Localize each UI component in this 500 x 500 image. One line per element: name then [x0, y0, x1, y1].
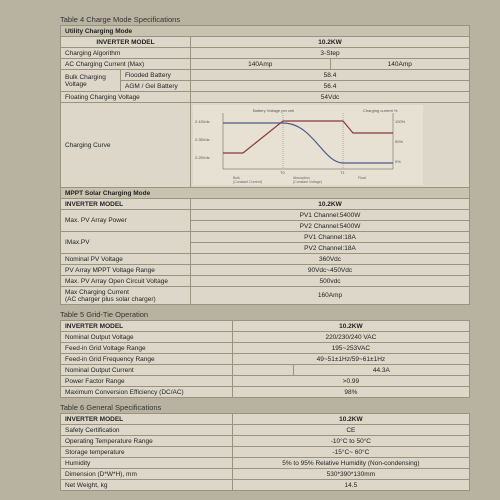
svg-text:2.25Vdc: 2.25Vdc	[195, 155, 210, 160]
maxp-v2: PV2 Channel:5400W	[191, 221, 470, 232]
table-row-k: Power Factor Range	[61, 376, 233, 387]
maxc-k-main: Max Charging Current	[65, 289, 129, 296]
table4: Utility Charging Mode INVERTER MODEL 10.…	[60, 25, 470, 305]
table6-title: Table 6 General Specifications	[60, 403, 470, 412]
table-row-k: Feed-in Grid Frequency Range	[61, 354, 233, 365]
svg-text:(Constant Voltage): (Constant Voltage)	[293, 180, 322, 184]
imax-v2: PV2 Channel:18A	[191, 243, 470, 254]
table-row-v: -10°C to 50°C	[232, 436, 469, 447]
table-row-k: Humidity	[61, 458, 233, 469]
charging-curve-chart: Battery Voltage per cell Charging current…	[191, 103, 470, 188]
row-ac-v1: 140Amp	[191, 59, 331, 70]
table-row-k: Feed-in Grid Voltage Range	[61, 343, 233, 354]
voc-v: 500vdc	[191, 276, 470, 287]
table-row-k: Nominal Output Current	[61, 365, 233, 376]
svg-text:0%: 0%	[395, 159, 401, 164]
t5-model-val: 10.2KW	[232, 321, 469, 332]
svg-text:2.43Vdc: 2.43Vdc	[195, 119, 210, 124]
bulk-sub1: Flooded Battery	[121, 70, 191, 81]
svg-text:50%: 50%	[395, 139, 403, 144]
table-row-v: 220/230/240 VAC	[232, 332, 469, 343]
svg-text:100%: 100%	[395, 119, 406, 124]
table-row-k: Net Weight, kg	[61, 480, 233, 491]
svg-text:Battery Voltage per cell: Battery Voltage per cell	[253, 108, 294, 113]
nom-k: Nominal PV Voltage	[61, 254, 191, 265]
bulk-lbl: Bulk Charging	[65, 74, 106, 81]
bulk-v2: 56.4	[191, 81, 470, 92]
table-row-k: Maximum Conversion Efficiency (DC/AC)	[61, 387, 233, 398]
table-row-v: 5% to 95% Relative Humidity (Non-condens…	[232, 458, 469, 469]
bulk-v1: 58.4	[191, 70, 470, 81]
table-row-v	[232, 365, 293, 376]
row-bulk-k: Bulk Charging Voltage	[61, 70, 121, 92]
svg-text:Charging current %: Charging current %	[363, 108, 398, 113]
voc-k: Max. PV Array Open Circuit Voltage	[61, 276, 191, 287]
imax-v1: PV1 Channel:18A	[191, 232, 470, 243]
t6-hdr-model: INVERTER MODEL	[61, 414, 233, 425]
model-val2: 10.2KW	[191, 199, 470, 210]
table-row-v: 44.3A	[293, 365, 469, 376]
table6: INVERTER MODEL 10.2KW Safety Certificati…	[60, 413, 470, 491]
model-val: 10.2KW	[191, 37, 470, 48]
mppt-k: PV Array MPPT Voltage Range	[61, 265, 191, 276]
table-row-v: 14.5	[232, 480, 469, 491]
row-float-v: 54Vdc	[191, 92, 470, 103]
table-row-v: 195~253VAC	[232, 343, 469, 354]
maxc-k: Max Charging Current (AC charger plus so…	[61, 287, 191, 305]
table-row-k: Safety Certification	[61, 425, 233, 436]
table-row-k: Dimension (D*W*H), mm	[61, 469, 233, 480]
table-row-k: Storage temperature	[61, 447, 233, 458]
table4-title: Table 4 Charge Mode Specifications	[60, 15, 470, 24]
table-row-v: 49~51±1Hz/59~61±1Hz	[232, 354, 469, 365]
bulk-volt-lbl: Voltage	[65, 81, 87, 88]
svg-text:T1: T1	[340, 170, 345, 175]
hdr-model2: INVERTER MODEL	[61, 199, 191, 210]
row-alg-k: Charging Algorithm	[61, 48, 191, 59]
table-row-v: -15°C~ 60°C	[232, 447, 469, 458]
table-row-v: 530*390*130mm	[232, 469, 469, 480]
maxc-v: 160Amp	[191, 287, 470, 305]
nom-v: 360Vdc	[191, 254, 470, 265]
table5: INVERTER MODEL 10.2KW Nominal Output Vol…	[60, 320, 470, 398]
table-row-v: CE	[232, 425, 469, 436]
t5-hdr-model: INVERTER MODEL	[61, 321, 233, 332]
maxc-k-sub: (AC charger plus solar charger)	[65, 296, 156, 303]
row-ac-v2: 140Amp	[330, 59, 470, 70]
table5-title: Table 5 Grid-Tie Operation	[60, 310, 470, 319]
svg-text:2.35Vdc: 2.35Vdc	[195, 137, 210, 142]
section-utility: Utility Charging Mode	[61, 26, 470, 37]
row-alg-v: 3-Step	[191, 48, 470, 59]
hdr-model: INVERTER MODEL	[61, 37, 191, 48]
table-row-k: Operating Temperature Range	[61, 436, 233, 447]
maxp-k: Max. PV Array Power	[61, 210, 191, 232]
table-row-v: 98%	[232, 387, 469, 398]
bulk-sub2: AGM / Gel Battery	[121, 81, 191, 92]
imax-k: IMax.PV	[61, 232, 191, 254]
section-mppt: MPPT Solar Charging Mode	[61, 188, 470, 199]
table-row-v: >0.99	[232, 376, 469, 387]
t6-model-val: 10.2KW	[232, 414, 469, 425]
row-ac-k: AC Charging Current (Max)	[61, 59, 191, 70]
mppt-v: 90Vdc~450Vdc	[191, 265, 470, 276]
maxp-v1: PV1 Channel:5400W	[191, 210, 470, 221]
svg-text:T0: T0	[280, 170, 285, 175]
table-row-k: Nominal Output Voltage	[61, 332, 233, 343]
svg-text:Float: Float	[358, 176, 366, 180]
row-curve-k: Charging Curve	[61, 103, 191, 188]
svg-text:(Constant Current): (Constant Current)	[233, 180, 262, 184]
row-float-k: Floating Charging Voltage	[61, 92, 191, 103]
